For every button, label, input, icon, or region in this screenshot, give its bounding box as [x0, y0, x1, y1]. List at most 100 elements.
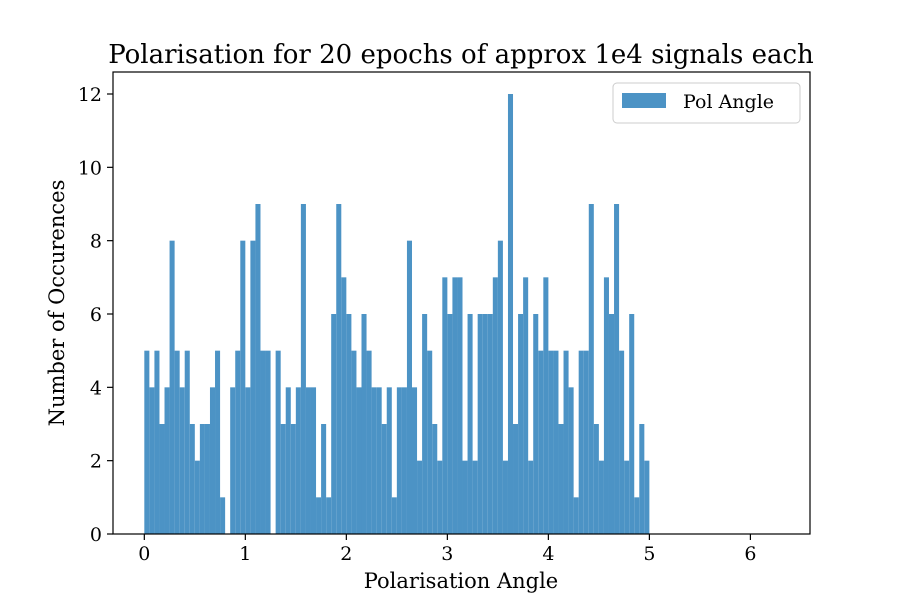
legend-swatch	[622, 93, 666, 108]
histogram-bar	[583, 350, 589, 534]
histogram-bar	[573, 497, 579, 534]
histogram-bar	[220, 497, 226, 534]
histogram-bar	[265, 350, 271, 534]
histogram-bar	[361, 314, 367, 534]
histogram-bar	[432, 424, 438, 534]
histogram-bar	[260, 350, 266, 534]
histogram-bar	[149, 387, 155, 534]
histogram-bar	[553, 350, 559, 534]
histogram-bar	[215, 350, 221, 534]
histogram-bar	[523, 277, 529, 534]
histogram-bar	[603, 277, 609, 534]
x-tick-label: 2	[340, 543, 352, 565]
histogram-bar	[376, 387, 382, 534]
histogram-bar	[381, 424, 387, 534]
histogram-bar	[513, 424, 519, 534]
histogram-bar	[467, 314, 473, 534]
histogram-bar	[209, 387, 216, 534]
histogram-bar	[351, 350, 357, 534]
histogram-bar	[518, 314, 524, 534]
chart-title: Polarisation for 20 epochs of approx 1e4…	[108, 40, 814, 70]
histogram-bar	[179, 387, 185, 534]
histogram-bar	[290, 424, 296, 534]
histogram-bar	[194, 460, 200, 534]
histogram-bar	[624, 460, 630, 534]
x-axis-label: Polarisation Angle	[364, 569, 559, 593]
histogram-bar	[235, 350, 241, 534]
x-tick-label: 1	[239, 543, 251, 565]
histogram-bar	[356, 387, 362, 534]
y-axis-label: Number of Occurences	[45, 180, 69, 427]
histogram-bar	[492, 277, 498, 534]
histogram-bar	[169, 240, 175, 534]
histogram-bar	[634, 497, 640, 534]
histogram-bar	[189, 424, 195, 534]
histogram-bar	[568, 387, 574, 534]
histogram-bars	[144, 94, 650, 534]
histogram-bar	[240, 240, 246, 534]
y-tick-label: 0	[90, 524, 102, 546]
histogram-bar	[548, 350, 554, 534]
histogram-bar	[280, 424, 286, 534]
histogram-bar	[305, 387, 311, 534]
histogram-bar	[447, 314, 453, 534]
histogram-bar	[341, 277, 347, 534]
x-tick-label: 6	[744, 543, 756, 565]
histogram-bar	[164, 387, 170, 534]
histogram-bar	[502, 460, 508, 534]
histogram-bar	[538, 350, 544, 534]
histogram-bar	[588, 204, 594, 534]
histogram-bar	[507, 94, 514, 534]
y-tick-label: 10	[78, 157, 102, 179]
histogram-bar	[639, 424, 645, 534]
histogram-bar	[371, 387, 377, 534]
histogram-bar	[204, 424, 210, 534]
histogram-bar	[427, 350, 433, 534]
legend-label: Pol Angle	[683, 91, 774, 113]
y-tick-label: 6	[90, 304, 102, 326]
histogram-bar	[336, 204, 342, 534]
histogram-bar	[230, 387, 236, 534]
histogram-bar	[386, 387, 392, 534]
histogram-bar	[321, 424, 327, 534]
histogram-bar	[644, 460, 650, 534]
histogram-bar	[406, 240, 413, 534]
histogram-bar	[401, 387, 407, 534]
histogram-bar	[619, 350, 625, 534]
histogram-bar	[477, 314, 483, 534]
histogram-bar	[497, 240, 503, 534]
histogram-bar	[255, 204, 261, 534]
histogram-bar	[558, 424, 564, 534]
histogram-bar	[543, 277, 549, 534]
histogram-bar	[578, 350, 584, 534]
histogram-bar	[598, 460, 604, 534]
x-tick-label: 3	[441, 543, 453, 565]
y-tick-label: 4	[90, 377, 102, 399]
histogram-bar	[245, 387, 251, 534]
histogram-bar	[275, 350, 281, 534]
x-tick-label: 4	[542, 543, 554, 565]
histogram-bar	[417, 460, 423, 534]
histogram-bar	[472, 460, 478, 534]
histogram-bar	[310, 387, 317, 534]
histogram-bar	[412, 387, 418, 534]
histogram-bar	[250, 240, 256, 534]
histogram-bar	[533, 314, 539, 534]
y-tick-label: 2	[90, 451, 102, 473]
histogram-bar	[295, 387, 301, 534]
histogram-bar	[184, 350, 190, 534]
histogram-bar	[285, 387, 291, 534]
x-axis-ticks: 0 1 2 3 4 5 6	[138, 534, 756, 565]
histogram-bar	[154, 350, 160, 534]
histogram-bar	[331, 314, 337, 534]
y-tick-label: 12	[78, 84, 102, 106]
histogram-bar	[159, 424, 165, 534]
histogram-bar	[174, 350, 180, 534]
histogram-bar	[396, 387, 402, 534]
histogram-bar	[144, 350, 150, 534]
histogram-bar	[391, 497, 397, 534]
legend: Pol Angle	[612, 82, 801, 124]
histogram-bar	[422, 314, 428, 534]
histogram-bar	[316, 497, 322, 534]
